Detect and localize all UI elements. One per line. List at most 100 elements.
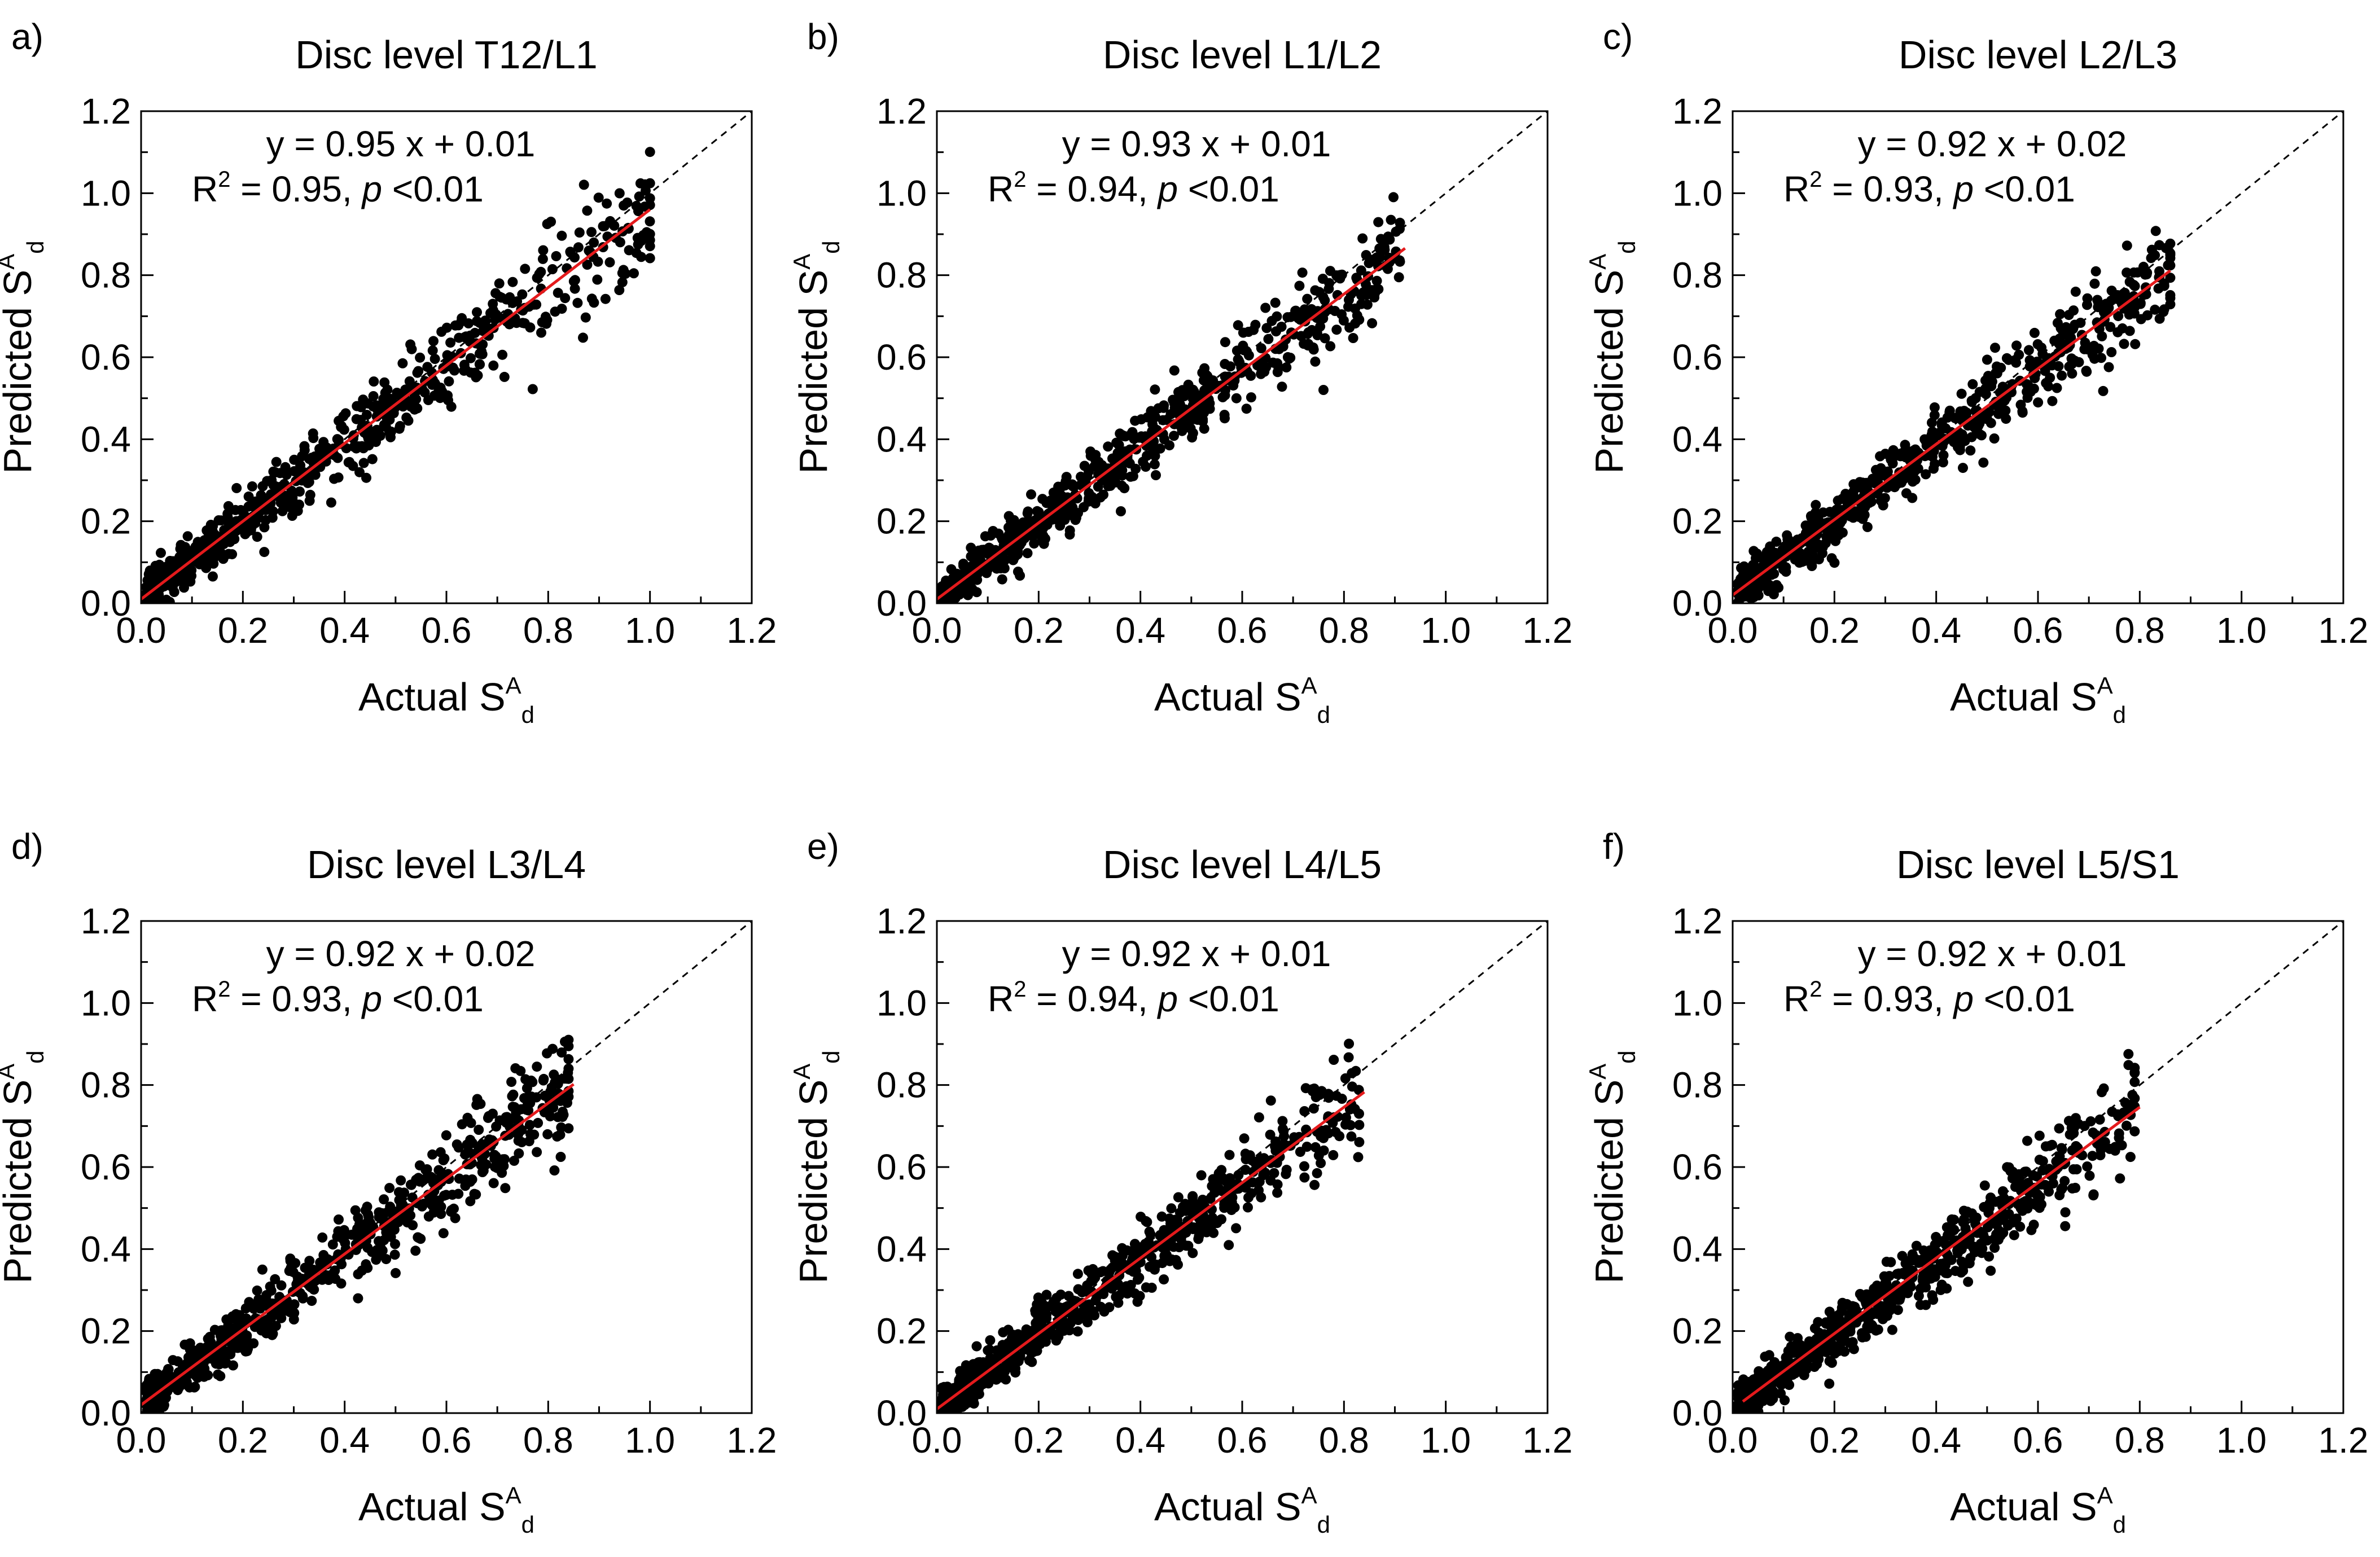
data-point	[1936, 417, 1947, 428]
data-point	[1299, 1172, 1310, 1183]
data-point	[247, 481, 257, 492]
x-tick-label: 0.0	[1708, 1420, 1758, 1460]
data-point	[516, 1137, 527, 1147]
data-point	[449, 1203, 459, 1214]
data-point	[240, 1303, 251, 1314]
data-point	[536, 327, 546, 338]
data-point	[439, 1190, 449, 1201]
data-point	[1003, 529, 1014, 540]
data-point	[503, 1129, 514, 1140]
data-point	[2022, 379, 2032, 389]
data-point	[227, 1311, 238, 1322]
data-point	[471, 1099, 482, 1110]
data-point	[270, 467, 280, 477]
data-point	[1090, 1295, 1101, 1306]
data-point	[1281, 1164, 1292, 1175]
data-point	[1902, 1258, 1913, 1269]
data-point	[1986, 381, 1997, 392]
data-point	[141, 1387, 152, 1397]
data-point	[532, 1062, 542, 1072]
data-point	[2001, 353, 2012, 363]
data-point	[556, 1047, 567, 1058]
data-point	[1183, 1240, 1194, 1251]
data-point	[338, 411, 349, 422]
data-point	[563, 1123, 574, 1134]
data-point	[2005, 1166, 2016, 1177]
data-point	[2124, 277, 2135, 287]
data-point	[600, 293, 611, 304]
data-point	[2037, 1156, 2048, 1166]
data-point	[2079, 1121, 2090, 1131]
data-point	[389, 1224, 400, 1235]
data-point	[2068, 1164, 2079, 1174]
data-point	[2115, 1173, 2125, 1184]
data-point	[1367, 318, 1378, 328]
data-point	[2123, 1060, 2134, 1071]
data-point	[1371, 252, 1382, 263]
data-point	[2015, 400, 2026, 410]
data-point	[1164, 1223, 1175, 1234]
x-tick-label: 0.4	[1911, 1420, 1961, 1460]
data-point	[2113, 311, 2124, 322]
data-point	[1206, 1221, 1217, 1231]
data-point	[1997, 1186, 2008, 1196]
data-point	[358, 1220, 369, 1231]
data-point	[396, 1175, 406, 1186]
data-point	[1010, 1358, 1020, 1369]
data-point	[563, 1067, 573, 1078]
data-point	[372, 405, 383, 415]
data-point	[1310, 1142, 1321, 1152]
data-point	[2165, 290, 2176, 300]
data-point	[2150, 226, 2161, 236]
data-point	[2053, 361, 2064, 371]
data-point	[1956, 388, 1967, 399]
data-point	[1824, 1378, 1835, 1389]
data-point	[412, 367, 423, 378]
x-tick-label: 1.2	[1523, 610, 1573, 651]
data-point	[1938, 1261, 1948, 1272]
x-tick-label: 0.8	[1319, 1420, 1369, 1460]
data-point	[1169, 365, 1180, 376]
data-point	[997, 574, 1007, 585]
data-point	[1057, 481, 1067, 492]
data-point	[420, 1165, 431, 1176]
data-point	[1892, 1269, 1903, 1279]
data-point	[2165, 249, 2176, 260]
data-point	[1346, 1131, 1357, 1142]
data-point	[1095, 1267, 1106, 1278]
data-point	[1129, 433, 1139, 444]
data-point	[405, 339, 416, 350]
data-point	[362, 431, 373, 441]
data-point	[2052, 383, 2062, 393]
data-point	[589, 237, 599, 248]
data-point	[1204, 403, 1215, 414]
data-point	[1313, 1150, 1324, 1161]
data-point	[353, 1293, 363, 1304]
data-point	[538, 245, 549, 256]
data-point	[1263, 334, 1274, 344]
data-point	[377, 1245, 388, 1256]
data-point	[209, 1324, 220, 1335]
x-tick-label: 0.8	[523, 610, 573, 651]
data-point	[1882, 483, 1892, 493]
data-point	[1950, 1266, 1961, 1277]
data-point	[1905, 470, 1916, 480]
data-point	[160, 562, 171, 572]
data-point	[2054, 333, 2065, 344]
y-tick-label: 0.4	[81, 419, 131, 459]
data-point	[1001, 1374, 1011, 1385]
data-point	[471, 372, 481, 383]
data-point	[1224, 1240, 1234, 1251]
data-point	[1265, 1095, 1276, 1106]
data-point	[1343, 1052, 1354, 1063]
data-point	[500, 1183, 511, 1194]
data-point	[384, 1183, 395, 1194]
data-point	[1325, 341, 1336, 352]
data-point	[1109, 1280, 1119, 1291]
data-point	[2026, 387, 2036, 397]
data-point	[515, 1065, 526, 1076]
data-point	[2036, 1199, 2046, 1210]
data-point	[1128, 471, 1138, 481]
panel-letter: d)	[11, 826, 43, 867]
data-point	[412, 403, 423, 414]
